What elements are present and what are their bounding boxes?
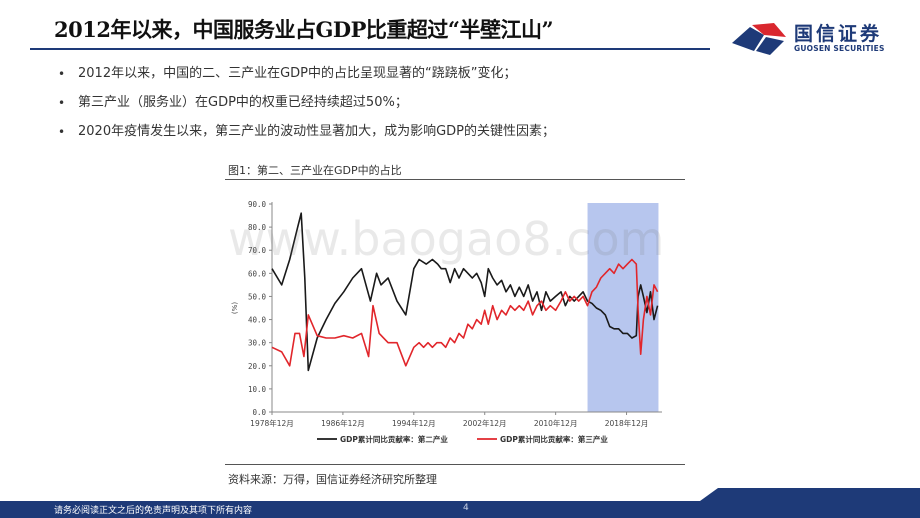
- y-tick-label: 0.0: [252, 408, 266, 417]
- figure-top-rule: [225, 179, 685, 180]
- bullet-marker: •: [58, 96, 66, 110]
- y-axis-label: (%): [231, 302, 239, 314]
- bullet-marker: •: [58, 125, 66, 139]
- gdp-share-line-chart: 0.0 10.0 20.0 30.0 40.0 50.0 60.0 70.0 80.0 90.0 1…: [231, 200, 662, 444]
- y-tick-label: 70.0: [248, 246, 267, 255]
- bullet-text: 2020年疫情发生以来，第三产业的波动性显著加大，成为影响GDP的关键性因素；: [78, 124, 556, 139]
- y-tick-label: 30.0: [248, 339, 267, 348]
- y-tick-label: 10.0: [248, 385, 267, 394]
- page-title: 2012年以来，中国服务业占GDP比重超过“半壁江山”: [54, 17, 554, 42]
- legend-label: GDP累计同比贡献率：第三产业: [500, 434, 608, 444]
- bullet-item: • 2012年以来，中国的二、三产业在GDP中的占比呈现显著的“跷跷板”变化；: [58, 62, 555, 91]
- figure-title: 图1：第二、三产业在GDP中的占比: [228, 164, 402, 177]
- x-tick-label: 2018年12月: [605, 418, 649, 428]
- x-tick-label: 1978年12月: [250, 418, 294, 428]
- bullet-text: 第三产业（服务业）在GDP中的权重已经持续超过50%；: [78, 95, 408, 110]
- page-number: 4: [463, 503, 469, 513]
- bullet-item: • 第三产业（服务业）在GDP中的权重已经持续超过50%；: [58, 91, 555, 120]
- guosen-logo-icon: [732, 23, 786, 55]
- y-tick-label: 90.0: [248, 200, 267, 209]
- bullet-list: • 2012年以来，中国的二、三产业在GDP中的占比呈现显著的“跷跷板”变化； …: [58, 62, 555, 149]
- series-line-tertiary-industry: [271, 258, 659, 367]
- y-tick-label: 80.0: [248, 223, 267, 232]
- title-underline: [30, 48, 710, 50]
- footer-accent-shape: [700, 488, 920, 501]
- logo-english-text: GUOSEN SECURITIES: [794, 44, 885, 53]
- x-tick-label: 1994年12月: [392, 418, 436, 428]
- y-tick-label: 40.0: [248, 316, 267, 325]
- footer-bar: [0, 501, 920, 518]
- logo-chinese-text: 国信证券: [794, 23, 883, 45]
- bullet-text: 2012年以来，中国的二、三产业在GDP中的占比呈现显著的“跷跷板”变化；: [78, 66, 517, 81]
- x-tick-label: 2002年12月: [463, 418, 507, 428]
- y-tick-label: 20.0: [248, 362, 267, 371]
- x-tick-label: 1986年12月: [321, 418, 365, 428]
- bullet-marker: •: [58, 67, 66, 81]
- footer-disclaimer: 请务必阅读正文之后的免责声明及其项下所有内容: [54, 506, 253, 516]
- figure-source: 资料来源：万得，国信证券经济研究所整理: [228, 473, 437, 486]
- bullet-item: • 2020年疫情发生以来，第三产业的波动性显著加大，成为影响GDP的关键性因素…: [58, 120, 555, 149]
- y-tick-label: 50.0: [248, 292, 267, 301]
- x-tick-label: 2010年12月: [534, 418, 578, 428]
- highlight-band: [587, 203, 659, 412]
- legend-label: GDP累计同比贡献率：第二产业: [340, 434, 448, 444]
- brand-logo: 国信证券 GUOSEN SECURITIES: [730, 19, 890, 59]
- figure-bottom-rule: [225, 464, 685, 465]
- series-line-secondary-industry: [271, 212, 659, 372]
- y-tick-label: 60.0: [248, 269, 267, 278]
